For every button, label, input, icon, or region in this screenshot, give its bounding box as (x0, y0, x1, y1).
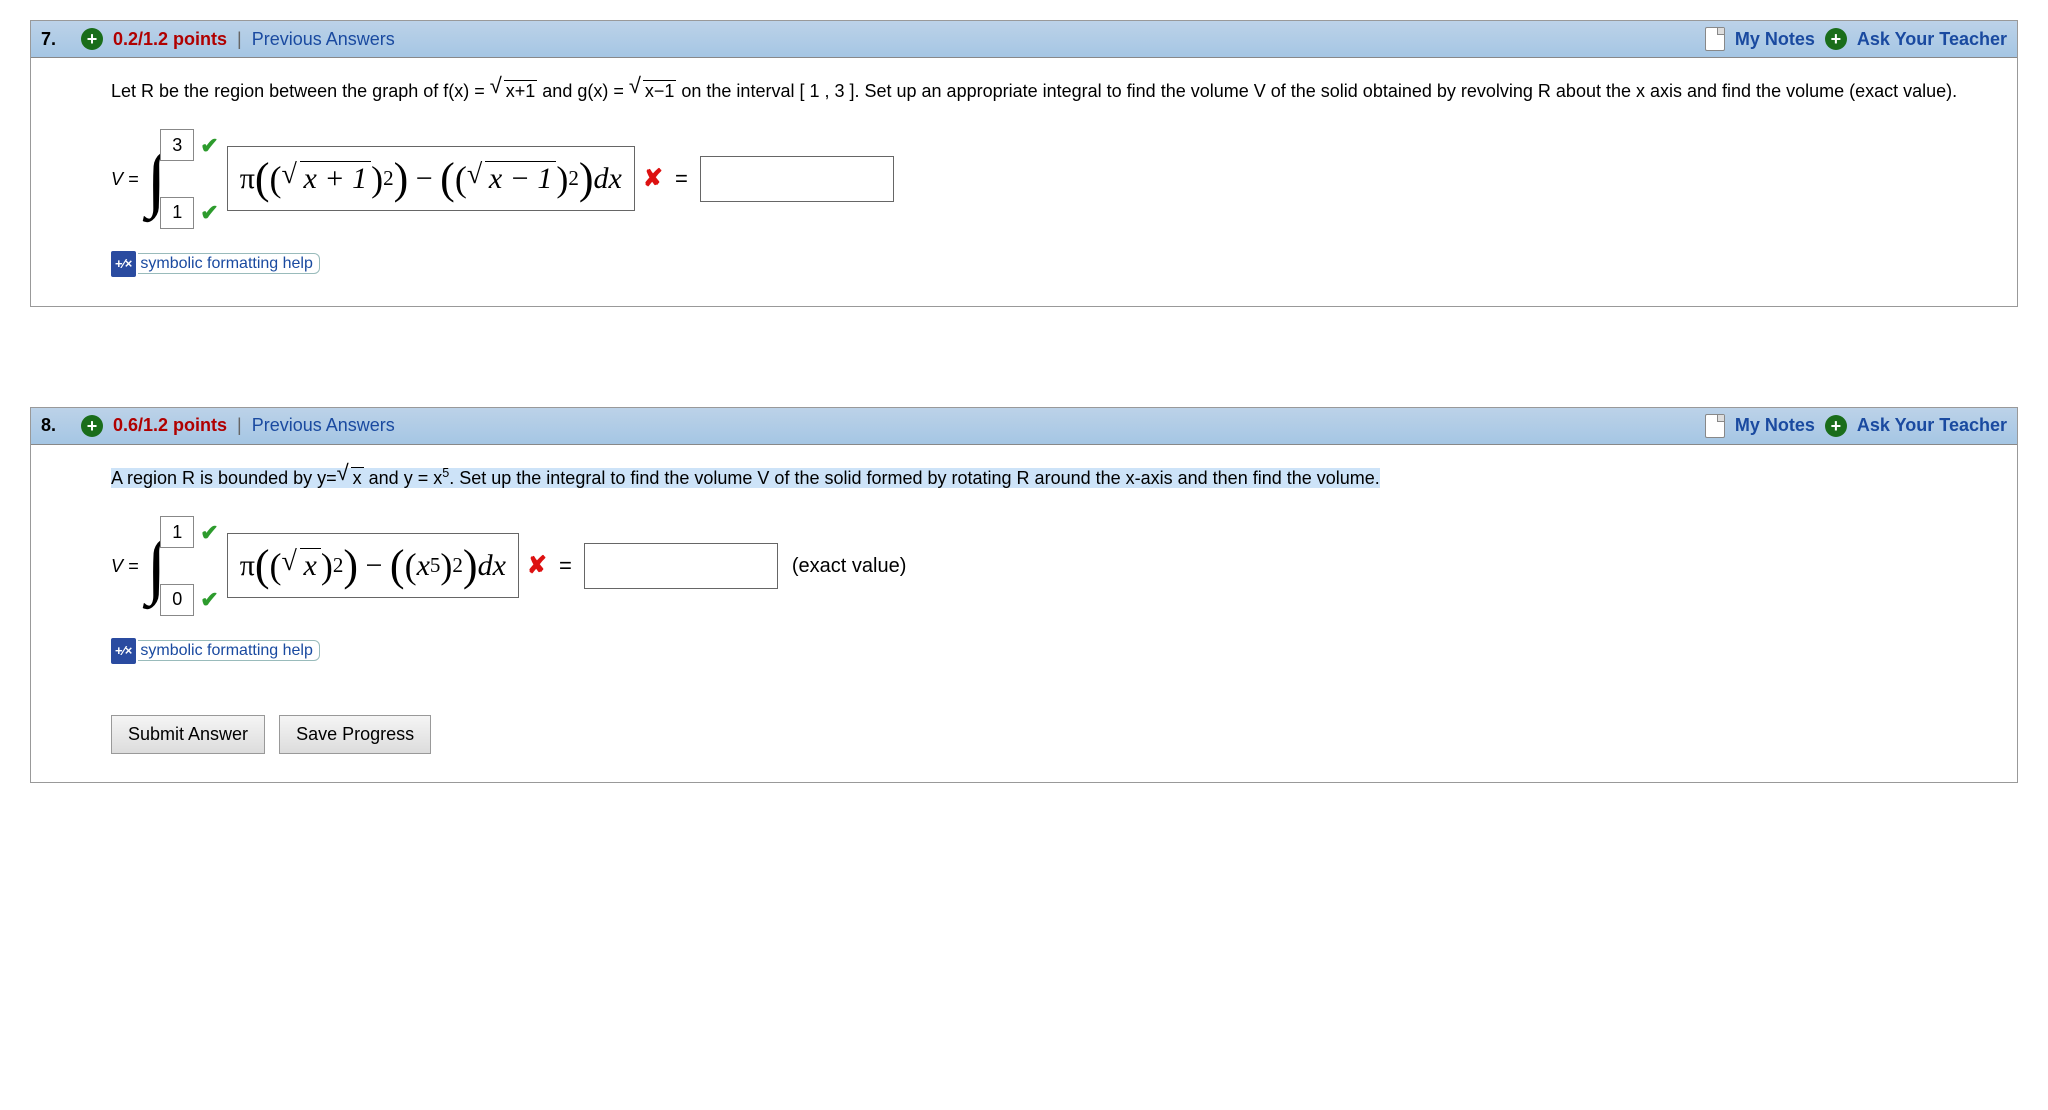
integrand-input[interactable]: π(( x + 1 )2) − (( x − 1 )2) dx (227, 146, 635, 211)
question-body: Let R be the region between the graph of… (31, 58, 2017, 306)
plus-icon[interactable]: + (1825, 28, 1847, 50)
buttons-row: Submit Answer Save Progress (111, 715, 1993, 754)
upper-limit-input[interactable] (160, 129, 194, 161)
plus-icon[interactable]: + (1825, 415, 1847, 437)
upper-limit-input[interactable] (160, 516, 194, 548)
lower-limit: ✔ (160, 581, 218, 618)
ask-teacher-link[interactable]: Ask Your Teacher (1857, 29, 2007, 50)
prompt: Let R be the region between the graph of… (111, 76, 1993, 107)
points-label: 0.2/1.2 points (113, 29, 227, 50)
symbolic-help: +⁄×symbolic formatting help (111, 634, 1993, 665)
prompt-text: Let R be the region between the graph of… (111, 81, 490, 101)
answer-row: V = ∫ ✔ ✔ π(( x + 1 )2) (111, 127, 1993, 232)
header-left: 8. + 0.6/1.2 points | Previous Answers (41, 415, 395, 437)
header-right: My Notes + Ask Your Teacher (1705, 414, 2007, 438)
upper-limit: ✔ (160, 127, 218, 164)
question-number: 7. (41, 29, 71, 50)
v-equals: V = (111, 551, 139, 582)
note-icon[interactable] (1705, 27, 1725, 51)
check-icon: ✔ (200, 581, 218, 618)
lower-limit-input[interactable] (160, 197, 194, 229)
limits: ✔ ✔ (160, 514, 218, 619)
sym-badge-icon: +⁄× (111, 251, 136, 277)
points-label: 0.6/1.2 points (113, 415, 227, 436)
question-7: 7. + 0.2/1.2 points | Previous Answers M… (30, 20, 2018, 307)
plus-icon[interactable]: + (81, 415, 103, 437)
question-body: A region R is bounded by y=x and y = x5.… (31, 445, 2017, 782)
symbolic-help-link[interactable]: symbolic formatting help (138, 253, 320, 274)
prompt-text: on the interval [ 1 , 3 ]. Set up an app… (681, 81, 1957, 101)
lower-limit: ✔ (160, 194, 218, 231)
my-notes-link[interactable]: My Notes (1735, 29, 1815, 50)
highlighted-text: A region R is bounded by y=x and y = x5.… (111, 468, 1380, 488)
my-notes-link[interactable]: My Notes (1735, 415, 1815, 436)
question-8: 8. + 0.6/1.2 points | Previous Answers M… (30, 407, 2018, 783)
submit-button[interactable]: Submit Answer (111, 715, 265, 754)
header-left: 7. + 0.2/1.2 points | Previous Answers (41, 28, 395, 50)
ask-teacher-link[interactable]: Ask Your Teacher (1857, 415, 2007, 436)
previous-answers-link[interactable]: Previous Answers (252, 415, 395, 436)
extra-label: (exact value) (792, 549, 907, 583)
sqrt-expr: x+1 (490, 76, 538, 107)
cross-icon: ✘ (643, 159, 663, 200)
check-icon: ✔ (200, 194, 218, 231)
header-right: My Notes + Ask Your Teacher (1705, 27, 2007, 51)
limits: ✔ ✔ (160, 127, 218, 232)
sqrt-expr: x−1 (629, 76, 677, 107)
note-icon[interactable] (1705, 414, 1725, 438)
save-button[interactable]: Save Progress (279, 715, 431, 754)
sym-badge-icon: +⁄× (111, 638, 136, 664)
question-number: 8. (41, 415, 71, 436)
v-equals: V = (111, 164, 139, 195)
equals-sign: = (675, 160, 688, 197)
result-input[interactable] (700, 156, 894, 202)
integrand-input[interactable]: π(( x )2) − (( x5 )2) dx (227, 533, 519, 598)
answer-row: V = ∫ ✔ ✔ π(( x )2) − (111, 514, 1993, 619)
upper-limit: ✔ (160, 514, 218, 551)
divider: | (237, 415, 242, 436)
cross-icon: ✘ (527, 546, 547, 587)
check-icon: ✔ (200, 127, 218, 164)
prompt: A region R is bounded by y=x and y = x5.… (111, 463, 1993, 494)
symbolic-help-link[interactable]: symbolic formatting help (138, 640, 320, 661)
previous-answers-link[interactable]: Previous Answers (252, 29, 395, 50)
lower-limit-input[interactable] (160, 584, 194, 616)
prompt-text: and g(x) = (542, 81, 629, 101)
check-icon: ✔ (200, 514, 218, 551)
equals-sign: = (559, 547, 572, 584)
question-header: 7. + 0.2/1.2 points | Previous Answers M… (31, 21, 2017, 58)
integral: ∫ ✔ ✔ (147, 514, 219, 619)
divider: | (237, 29, 242, 50)
symbolic-help: +⁄×symbolic formatting help (111, 247, 1993, 278)
question-header: 8. + 0.6/1.2 points | Previous Answers M… (31, 408, 2017, 445)
plus-icon[interactable]: + (81, 28, 103, 50)
integral: ∫ ✔ ✔ (147, 127, 219, 232)
result-input[interactable] (584, 543, 778, 589)
